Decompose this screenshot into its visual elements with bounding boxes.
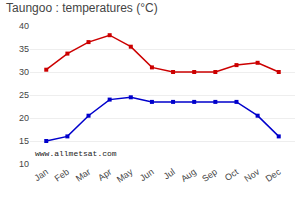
svg-text:30: 30 [19,67,29,77]
svg-text:Mar: Mar [74,167,92,184]
svg-text:www.allmetsat.com: www.allmetsat.com [35,149,117,158]
svg-text:Nov: Nov [242,166,261,184]
svg-text:40: 40 [19,21,29,31]
svg-text:Taungoo : temperatures (°C): Taungoo : temperatures (°C) [6,1,158,15]
svg-text:Aug: Aug [179,167,198,184]
svg-text:Dec: Dec [264,166,283,184]
svg-text:Jan: Jan [32,167,50,184]
svg-text:10: 10 [19,159,29,169]
svg-text:Apr: Apr [96,167,113,183]
svg-text:35: 35 [19,44,29,54]
svg-text:25: 25 [19,90,29,100]
svg-text:Feb: Feb [53,167,71,184]
svg-text:20: 20 [19,113,29,123]
svg-text:Jul: Jul [162,167,177,182]
svg-text:Sep: Sep [200,167,219,184]
svg-text:May: May [115,166,135,184]
svg-text:Oct: Oct [223,166,241,183]
svg-text:Jun: Jun [138,167,156,184]
svg-text:15: 15 [19,136,29,146]
